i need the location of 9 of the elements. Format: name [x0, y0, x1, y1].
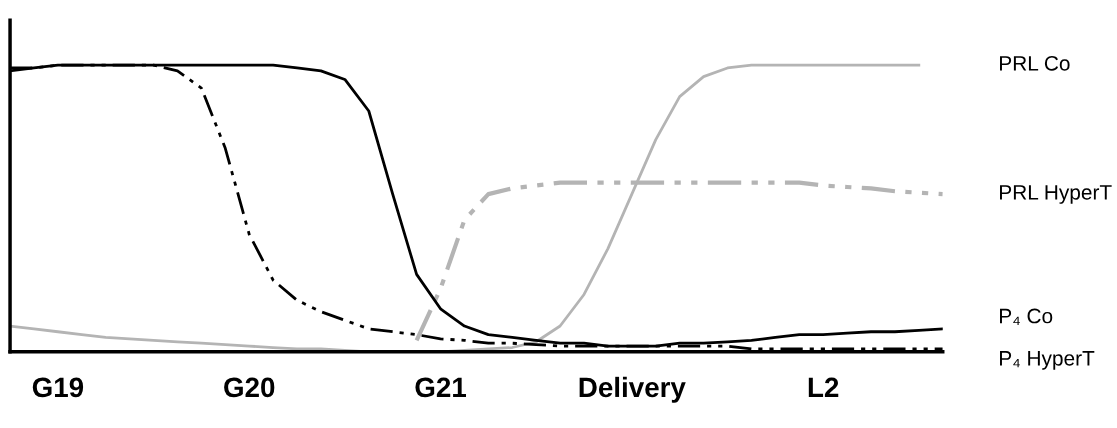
text: PRL HyperT: [1000, 185, 1112, 204]
text: P₄ HyperT: [1000, 351, 1095, 370]
text: P₄ Co: [1000, 308, 1053, 325]
x-tick-label: G19: [32, 377, 84, 398]
x-tick-label: L2: [808, 377, 839, 397]
x-tick-label: Delivery: [579, 376, 686, 403]
x-tick-label: G20: [224, 377, 275, 398]
x-tick-label: G21: [415, 377, 467, 398]
text: PRL Co: [1000, 55, 1070, 71]
